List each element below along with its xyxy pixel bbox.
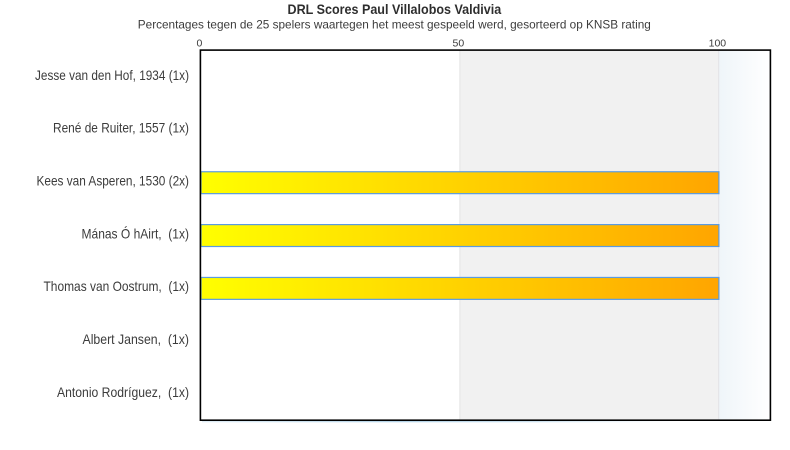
- svg-text:Albert Jansen, (1x): Albert Jansen, (1x): [83, 331, 190, 347]
- svg-text:Mánas Ó hAirt, (1x): Mánas Ó hAirt, (1x): [82, 225, 190, 241]
- svg-text:50: 50: [453, 38, 465, 50]
- svg-text:Jesse van den Hof, 1934 (1x): Jesse van den Hof, 1934 (1x): [35, 67, 189, 83]
- svg-text:Percentages tegen de 25 speler: Percentages tegen de 25 spelers waartege…: [138, 17, 651, 31]
- svg-text:0: 0: [196, 38, 202, 50]
- svg-text:DRL Scores Paul Villalobos Val: DRL Scores Paul Villalobos Valdivia: [288, 1, 502, 17]
- svg-text:Kees van Asperen, 1530 (2x): Kees van Asperen, 1530 (2x): [37, 173, 190, 189]
- svg-text:Thomas van Oostrum, (1x): Thomas van Oostrum, (1x): [44, 278, 190, 294]
- svg-text:René de Ruiter, 1557 (1x): René de Ruiter, 1557 (1x): [53, 120, 189, 136]
- svg-text:100: 100: [709, 38, 727, 50]
- svg-text:Antonio Rodríguez, (1x): Antonio Rodríguez, (1x): [57, 384, 189, 400]
